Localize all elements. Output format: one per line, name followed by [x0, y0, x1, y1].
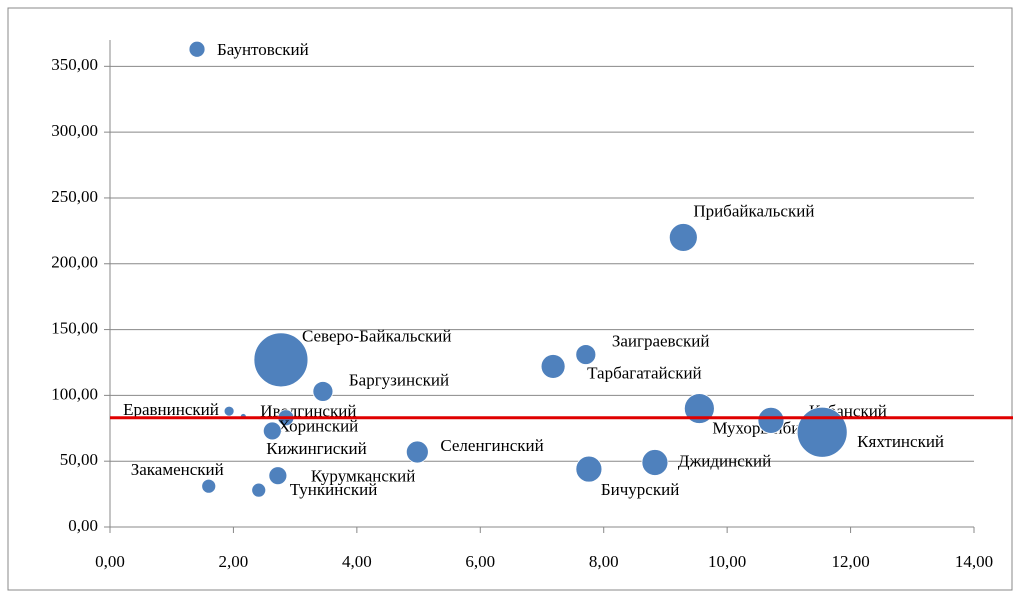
bubble [668, 223, 698, 252]
bubble [312, 381, 334, 402]
bubble-label: Северо-Байкальский [302, 327, 452, 346]
bubble [575, 344, 597, 365]
bubble-label: Баунтовский [217, 40, 309, 59]
bubble [757, 406, 785, 434]
bubble-label: Баргузинский [349, 370, 449, 389]
x-tick-label: 12,00 [831, 552, 869, 571]
bubble-label: Тарбагатайский [587, 363, 702, 382]
bubble [405, 440, 429, 464]
bubble [262, 421, 282, 441]
bubble-label: Прибайкальский [693, 201, 814, 220]
y-tick-label: 200,00 [51, 253, 98, 272]
y-tick-label: 50,00 [60, 450, 98, 469]
y-tick-label: 0,00 [68, 516, 98, 535]
y-tick-label: 100,00 [51, 384, 98, 403]
bubble-label: Хоринский [278, 417, 358, 436]
bubble-label: Кижингиский [266, 439, 366, 458]
bubble-label: Тункинский [290, 480, 378, 499]
y-tick-label: 350,00 [51, 55, 98, 74]
bubble-label: Кяхтинский [857, 432, 944, 451]
bubble [575, 455, 603, 483]
bubble [796, 406, 848, 458]
bubble [201, 478, 217, 494]
y-tick-label: 250,00 [51, 187, 98, 206]
y-tick-label: 300,00 [51, 121, 98, 140]
bubble [683, 393, 715, 424]
x-tick-label: 2,00 [219, 552, 249, 571]
bubble [251, 482, 267, 498]
bubble-label: Джидинский [678, 451, 771, 470]
bubble [641, 449, 669, 476]
bubble [253, 332, 309, 388]
bubble [188, 40, 206, 58]
y-tick-label: 150,00 [51, 318, 98, 337]
bubble-label: Курумканский [311, 467, 416, 486]
x-tick-label: 4,00 [342, 552, 372, 571]
x-tick-label: 8,00 [589, 552, 619, 571]
x-tick-label: 6,00 [465, 552, 495, 571]
bubble [223, 405, 235, 417]
bubble [540, 354, 566, 379]
bubble-label: Еравнинский [123, 400, 219, 419]
bubble-label: Закаменский [131, 460, 224, 479]
bubble-label: Заиграевский [612, 331, 710, 350]
chart-border [7, 7, 1013, 591]
x-tick-label: 10,00 [708, 552, 746, 571]
bubble-label: Бичурский [601, 480, 679, 499]
x-tick-label: 14,00 [955, 552, 993, 571]
bubble [268, 466, 288, 486]
bubble-label: Селенгинский [440, 436, 543, 455]
x-tick-label: 0,00 [95, 552, 125, 571]
